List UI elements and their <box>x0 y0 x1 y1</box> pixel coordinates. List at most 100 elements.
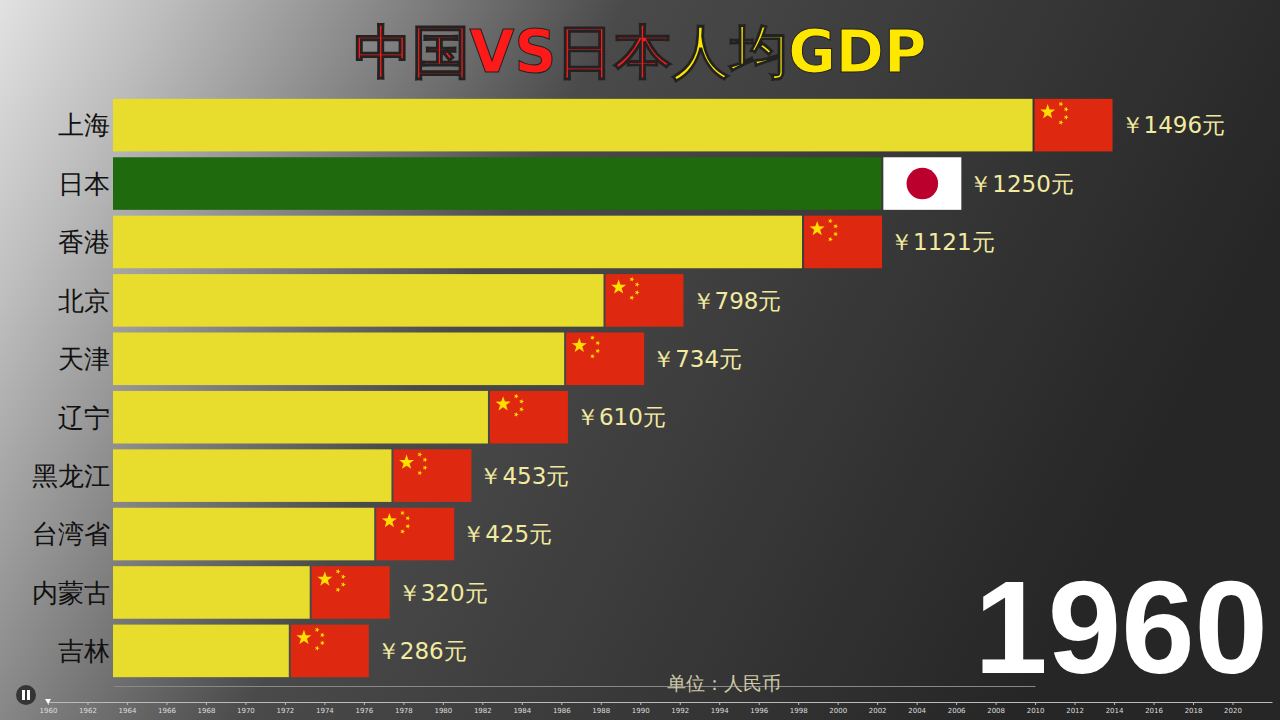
bars <box>113 99 1033 677</box>
data-label: ￥610元 <box>576 404 666 430</box>
flag-star <box>630 277 635 282</box>
title-part: 中国VS日本 <box>354 18 673 86</box>
timeline-tick-mark <box>996 702 997 705</box>
flag-star <box>596 341 601 346</box>
flag-star <box>315 646 320 651</box>
timeline-tick-mark <box>403 702 404 705</box>
flag-star <box>1059 120 1064 125</box>
flag-star <box>514 394 519 399</box>
data-label: ￥425元 <box>462 521 552 547</box>
timeline-tick-mark <box>1035 702 1036 705</box>
bar <box>113 625 289 678</box>
flag-star <box>406 516 411 521</box>
category-label: 日本 <box>58 169 110 199</box>
timeline-tick-mark <box>1193 702 1194 705</box>
timeline-tick-label: 2014 <box>1106 707 1124 715</box>
flag-star <box>341 574 346 579</box>
timeline-tick: 2004 <box>908 702 926 715</box>
timeline-tick: 2016 <box>1145 702 1163 715</box>
timeline-tick: 1986 <box>553 702 571 715</box>
pause-bar[interactable] <box>22 690 25 700</box>
pause-button[interactable] <box>16 685 36 705</box>
timeline-tick: 1966 <box>158 702 176 715</box>
flag-star <box>336 569 341 574</box>
category-labels: 上海日本香港北京天津辽宁黑龙江台湾省内蒙古吉林 <box>32 110 110 666</box>
data-label: ￥320元 <box>398 580 488 606</box>
bar <box>113 391 488 444</box>
timeline-tick-label: 1998 <box>790 707 808 715</box>
timeline-tick-label: 1980 <box>434 707 452 715</box>
chart: 中国VS日本人均GDP￥1496元￥1250元￥1121元￥798元￥734元￥… <box>0 0 1280 720</box>
flag-star <box>810 221 825 235</box>
pause-bar[interactable] <box>27 690 30 700</box>
timeline-tick-label: 1996 <box>750 707 768 715</box>
timeline-tick-mark <box>759 702 760 705</box>
timeline-tick: 1982 <box>474 702 492 715</box>
flag-star <box>336 587 341 592</box>
flag-field <box>376 508 454 561</box>
flag-star <box>400 529 405 534</box>
timeline-tick-label: 2016 <box>1145 707 1163 715</box>
category-label: 天津 <box>58 344 110 374</box>
flag-field <box>804 216 882 269</box>
timeline-tick: 1998 <box>790 702 808 715</box>
timeline-tick-mark <box>877 702 878 705</box>
flag <box>804 216 882 269</box>
timeline-tick: 1964 <box>119 702 137 715</box>
flag-star <box>611 279 626 293</box>
data-label: ￥1250元 <box>969 171 1074 197</box>
timeline-tick-label: 2018 <box>1185 707 1203 715</box>
flag-star <box>635 290 640 295</box>
timeline-tick-mark <box>838 702 839 705</box>
flag-star <box>519 399 524 404</box>
timeline-tick-label: 1990 <box>632 707 650 715</box>
flag-field <box>1035 99 1113 152</box>
category-label: 北京 <box>58 286 110 316</box>
timeline-tick-mark <box>956 702 957 705</box>
flag-star <box>590 335 595 340</box>
flag-star <box>317 571 332 585</box>
flag-star <box>833 232 838 237</box>
timeline-tick-mark <box>166 702 167 705</box>
flag-star <box>514 412 519 417</box>
timeline-tick-mark <box>1075 702 1076 705</box>
timeline-tick: 2020 <box>1224 702 1242 715</box>
timeline-tick-mark <box>561 702 562 705</box>
timeline-tick-mark <box>285 702 286 705</box>
flag-field <box>291 625 369 678</box>
flag-field <box>566 333 644 386</box>
timeline-tick-mark <box>324 702 325 705</box>
bar <box>113 99 1033 152</box>
flag-star <box>596 348 601 353</box>
flag-star <box>423 457 428 462</box>
timeline-tick-mark <box>640 702 641 705</box>
flag-field <box>606 274 684 327</box>
background <box>0 0 1280 720</box>
flag-star <box>382 513 397 527</box>
flag <box>606 274 684 327</box>
timeline-tick: 2002 <box>869 702 887 715</box>
data-label: ￥1121元 <box>890 229 995 255</box>
subtitle: 人均GDP <box>671 18 926 86</box>
timeline-tick-label: 2008 <box>987 707 1005 715</box>
timeline-tick-label: 1986 <box>553 707 571 715</box>
flag-field <box>883 157 961 210</box>
flag-star <box>496 396 511 410</box>
timeline-tick-mark <box>245 702 246 705</box>
timeline-axis: 1960196219641966196819701972197419761978… <box>40 702 1273 715</box>
timeline-tick: 1992 <box>671 702 689 715</box>
flag <box>490 391 568 444</box>
timeline-tick-mark <box>364 702 365 705</box>
flag-star <box>320 640 325 645</box>
flag-star <box>320 633 325 638</box>
timeline-tick-mark <box>482 702 483 705</box>
data-label: ￥734元 <box>652 346 742 372</box>
timeline-tick-label: 1974 <box>316 707 334 715</box>
flag-star <box>630 295 635 300</box>
flag-star <box>406 524 411 529</box>
pause-bg[interactable] <box>16 685 36 705</box>
flag-star <box>1059 102 1064 107</box>
timeline-tick: 1980 <box>434 702 452 715</box>
year-label: 1960 <box>974 554 1268 701</box>
timeline-tick-label: 2004 <box>908 707 926 715</box>
